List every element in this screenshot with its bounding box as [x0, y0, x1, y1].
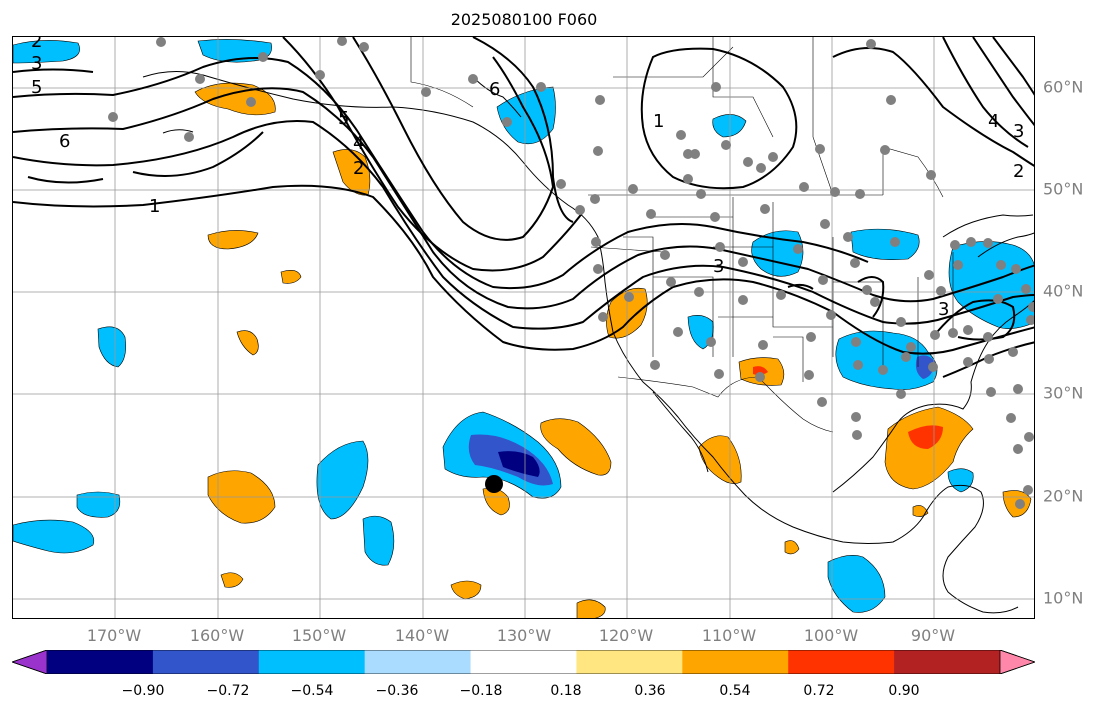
contour-label: 5 — [338, 108, 349, 129]
colorbar-segment — [364, 650, 472, 674]
colorbar — [12, 650, 1035, 674]
colorbar-segment — [152, 650, 260, 674]
marker-dot — [485, 475, 503, 493]
contour-label: 3 — [31, 53, 42, 74]
lon-label: 130°W — [496, 626, 552, 645]
lat-label: 10°N — [1043, 588, 1084, 608]
map-panel: 2 3 5 6 1 6 5 4 2 1 3 4 3 2 3 — [12, 36, 1035, 619]
colorbar-tick-label: −0.36 — [375, 683, 419, 699]
lon-label: 110°W — [701, 626, 757, 645]
colorbar-tick-label: 0.54 — [719, 683, 751, 699]
colorbar-tick-label: −0.72 — [206, 683, 250, 699]
lat-label: 60°N — [1043, 77, 1084, 97]
map-title: 2025080100 F060 — [450, 10, 598, 29]
lat-label: 30°N — [1043, 383, 1084, 403]
lon-label: 170°W — [86, 626, 142, 645]
colorbar-tick-label: 0.72 — [803, 683, 835, 699]
contour-label: 3 — [1013, 121, 1024, 142]
colorbar-segment — [576, 650, 683, 674]
lat-label: 50°N — [1043, 179, 1084, 199]
lon-label: 120°W — [598, 626, 654, 645]
colorbar-segment — [258, 650, 366, 674]
contour-lines — [13, 37, 1034, 378]
colorbar-tick-label: 0.90 — [888, 683, 920, 699]
contour-label: 6 — [59, 131, 70, 152]
contour-label: 6 — [489, 79, 500, 100]
contour-label: 2 — [353, 158, 364, 179]
contour-label: 3 — [713, 256, 724, 277]
contour-label: 4 — [353, 133, 364, 154]
colorbar-segment — [47, 650, 154, 674]
lon-label: 100°W — [803, 626, 859, 645]
lon-label: 160°W — [189, 626, 245, 645]
lon-label: 90°W — [910, 626, 956, 645]
colorbar-tick-label: 0.18 — [550, 683, 582, 699]
colorbar-extend-low — [12, 650, 48, 674]
colorbar-segment — [470, 650, 577, 674]
colorbar-tick-label: −0.54 — [290, 683, 334, 699]
contour-label: 2 — [1013, 161, 1024, 182]
colorbar-segment — [682, 650, 789, 674]
colorbar-segment — [788, 650, 895, 674]
contour-label: 5 — [31, 77, 42, 98]
colorbar-segment — [894, 650, 1001, 674]
colorbar-tick-label: −0.90 — [121, 683, 165, 699]
colorbar-segments — [12, 650, 1035, 674]
lon-label: 140°W — [394, 626, 450, 645]
contour-label: 1 — [149, 196, 160, 217]
colorbar-tick-label: 0.36 — [634, 683, 666, 699]
contour-labels: 2 3 5 6 1 6 5 4 2 1 3 4 3 2 3 — [31, 37, 1024, 320]
lon-label: 150°W — [291, 626, 347, 645]
negative-anomaly-shading — [13, 39, 1034, 613]
contour-label: 3 — [938, 299, 949, 320]
contour-label: 4 — [988, 111, 999, 132]
colorbar-tick-label: −0.18 — [459, 683, 503, 699]
map-canvas: 2 3 5 6 1 6 5 4 2 1 3 4 3 2 3 — [13, 37, 1034, 618]
lat-label: 20°N — [1043, 486, 1084, 506]
colorbar-extend-high — [999, 650, 1035, 674]
station-dots — [108, 37, 1034, 509]
contour-label: 1 — [653, 111, 664, 132]
lat-label: 40°N — [1043, 281, 1084, 301]
contour-label: 2 — [31, 37, 42, 52]
coastlines — [142, 71, 1034, 614]
